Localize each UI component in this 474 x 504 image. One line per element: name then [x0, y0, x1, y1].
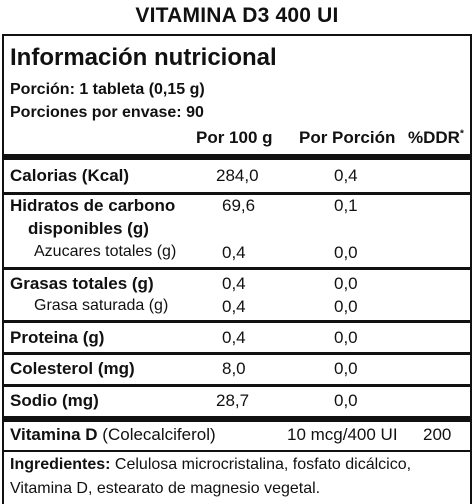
row-divider	[4, 267, 470, 270]
row-label-grasa-saturada: Grasa saturada (g)	[34, 297, 169, 314]
row-value-per-portion: 0,0	[334, 328, 358, 347]
row-value-per-portion: 0,0	[334, 359, 358, 378]
row-value-per-portion: 0,1	[334, 196, 358, 215]
nutrition-heading: Información nutricional	[10, 44, 277, 71]
portion-size: Porción: 1 tableta (0,15 g)	[10, 81, 205, 98]
vitamin-divider	[4, 416, 470, 422]
row-label-grasas: Grasas totales (g)	[10, 274, 154, 293]
row-value-per-portion: 0,0	[334, 243, 358, 262]
column-header-per-portion: Por Porción	[299, 128, 396, 147]
row-value-per100: 28,7	[216, 391, 250, 410]
row-label-azucares: Azucares totales (g)	[34, 243, 177, 260]
row-value-per100: 0,4	[222, 243, 246, 262]
row-value-per-portion: 0,0	[334, 297, 358, 316]
vitamin-row-label: Vitamina D (Colecalciferol)	[10, 425, 216, 444]
row-label-hidratos-line2: disponibles (g)	[28, 219, 149, 238]
ingredients-line-2: Vitamina D, estearato de magnesio vegeta…	[10, 480, 321, 497]
row-value-per100: 0,4	[222, 328, 246, 347]
row-value-per100: 0,4	[222, 274, 246, 293]
row-divider	[4, 384, 470, 387]
row-divider	[4, 352, 470, 355]
nutrition-facts-panel: Información nutricional Porción: 1 table…	[2, 34, 472, 504]
row-value-per100: 8,0	[222, 359, 246, 378]
row-label-colesterol: Colesterol (mg)	[10, 359, 135, 378]
header-divider	[4, 154, 470, 160]
row-divider	[4, 192, 470, 195]
vitamin-ddr: 200	[423, 425, 452, 444]
row-label-calorias: Calorias (Kcal)	[10, 166, 130, 185]
product-title: VITAMINA D3 400 UI	[135, 4, 339, 27]
portions-per-pack: Porciones por envase: 90	[10, 104, 204, 121]
row-value-per100: 284,0	[216, 166, 259, 185]
ingredients-divider	[4, 450, 470, 452]
ingredients-line-1: Ingredientes: Celulosa microcristalina, …	[10, 456, 412, 473]
vitamin-amount: 10 mcg/400 UI	[287, 425, 398, 444]
row-value-per-portion: 0,4	[334, 166, 358, 185]
column-header-per-100g: Por 100 g	[196, 128, 273, 147]
row-divider	[4, 320, 470, 323]
row-label-hidratos-line1: Hidratos de carbono	[10, 196, 176, 215]
column-header-ddr: %DDR*	[408, 128, 464, 147]
row-value-per-portion: 0,0	[334, 274, 358, 293]
row-value-per-portion: 0,0	[334, 391, 358, 410]
row-value-per100: 69,6	[222, 196, 256, 215]
row-label-proteina: Proteina (g)	[10, 328, 105, 347]
row-value-per100: 0,4	[222, 297, 246, 316]
row-label-sodio: Sodio (mg)	[10, 391, 99, 410]
